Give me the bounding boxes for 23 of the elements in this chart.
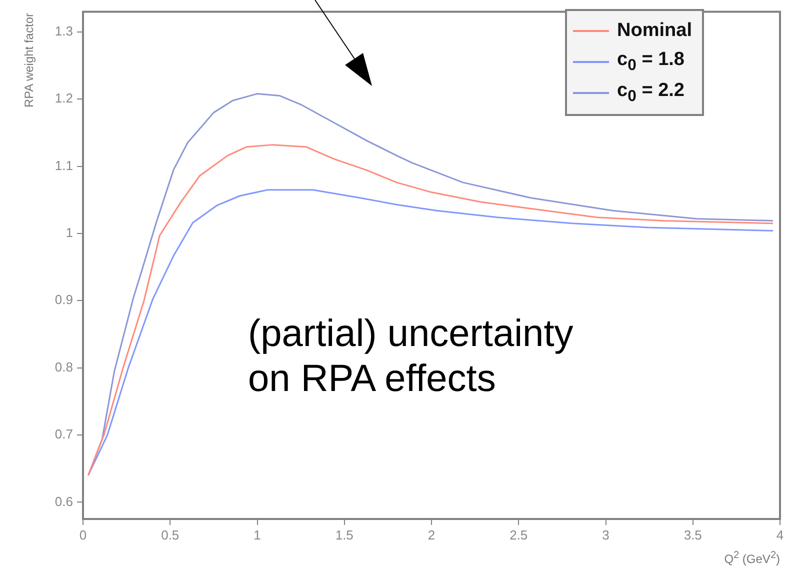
y-axis-title: RPA weight factor: [22, 13, 36, 108]
annotation: (partial) uncertainty on RPA effects: [248, 312, 574, 402]
legend-label: Nominal: [617, 20, 692, 42]
x-tick-label: 2: [428, 527, 436, 542]
y-tick-label: 0.7: [54, 426, 73, 442]
y-tick-label: 0.9: [54, 292, 73, 308]
legend-label: c$_{0}$ = 2.2: [617, 80, 685, 106]
x-tick-label: 2.5: [510, 527, 528, 542]
x-tick-label: 1.5: [335, 527, 354, 542]
x-tick-label: 3.5: [684, 527, 702, 542]
y-tick-label: 1.3: [54, 24, 73, 39]
x-tick-label: 0.5: [161, 527, 180, 542]
x-axis-title: Q$^{2}$ (GeV$^{2}$): [724, 550, 780, 566]
legend-label: c$_{0}$ = 1.8: [617, 48, 685, 74]
y-tick-label: 0.8: [54, 359, 73, 374]
x-tick-label: 4: [776, 527, 784, 542]
y-tick-label: 1.1: [54, 158, 73, 173]
x-tick-label: 0: [79, 527, 87, 542]
y-tick-label: 1.2: [54, 90, 73, 106]
x-tick-label: 3: [602, 527, 610, 542]
y-tick-label: 1: [66, 225, 73, 240]
y-tick-label: 0.6: [54, 494, 73, 509]
x-tick-label: 1: [254, 527, 261, 542]
